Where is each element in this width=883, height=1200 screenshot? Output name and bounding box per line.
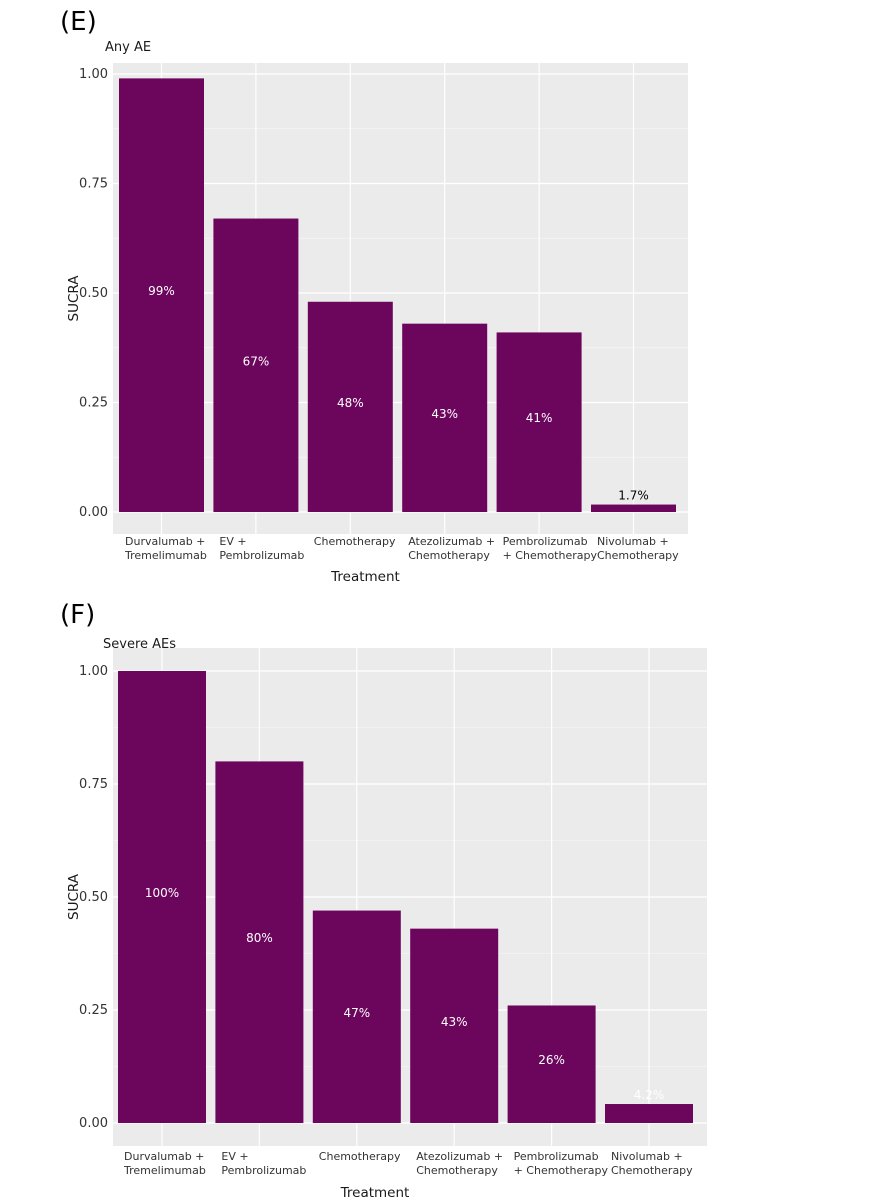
bar [312,910,401,1123]
x-tick-label: + Chemotherapy [503,549,598,562]
x-tick-label: Chemotherapy [319,1150,401,1163]
x-tick-label: Tremelimumab [123,1164,206,1177]
y-tick-label: 0.75 [79,177,108,192]
x-tick-label: Atezolizumab + [416,1150,503,1163]
bar-value-label: 26% [538,1053,565,1067]
y-tick-label: 1.00 [79,67,108,82]
y-tick-label: 0.75 [79,777,108,792]
x-tick-label: Tremelimumab [124,549,207,562]
bar [605,1104,693,1123]
bar [402,323,488,512]
bar-value-label: 4.2% [634,1088,665,1102]
plot-background [113,63,688,534]
bar-value-label: 47% [343,1006,370,1020]
bar [591,504,676,512]
x-tick-label: Atezolizumab + [408,535,495,548]
y-tick-label: 0.25 [79,396,108,411]
x-tick-label: Pembrolizumab [219,549,304,562]
y-tick-label: 0.50 [79,890,108,905]
x-tick-label: Nivolumab + [597,535,669,548]
bar-value-label: 67% [243,354,270,368]
bar-value-label: 99% [148,284,175,298]
bar [119,78,204,512]
y-axis-title: SUCRA [66,275,82,322]
x-axis-title: Treatment [340,1185,410,1200]
x-tick-label: + Chemotherapy [514,1164,609,1177]
bar [410,928,499,1123]
x-tick-label: Chemotherapy [408,549,490,562]
y-tick-label: 1.00 [79,664,108,679]
bar-value-label: 43% [441,1015,468,1029]
bar [213,218,299,513]
y-tick-label: 0.50 [79,286,108,301]
y-tick-label: 0.00 [79,505,108,520]
chart-title: Any AE [105,40,151,55]
x-tick-label: Pembrolizumab [221,1164,306,1177]
x-tick-label: Chemotherapy [314,535,396,548]
bar [307,301,393,512]
y-tick-label: 0.00 [79,1116,108,1131]
bar-value-label: 100% [145,886,179,900]
x-tick-label: EV + [221,1150,248,1163]
x-tick-label: Durvalumab + [125,535,205,548]
x-tick-label: Durvalumab + [124,1150,204,1163]
bar [507,1005,596,1123]
x-tick-label: Nivolumab + [611,1150,683,1163]
x-tick-label: Pembrolizumab [503,535,588,548]
x-axis-title: Treatment [330,569,400,585]
bar [215,761,304,1123]
x-tick-label: Chemotherapy [416,1164,498,1177]
x-tick-label: Chemotherapy [611,1164,693,1177]
bar [496,332,582,512]
bar-value-label: 41% [526,411,553,425]
bar-value-label: 1.7% [618,489,649,503]
y-tick-label: 0.25 [79,1003,108,1018]
bar-value-label: 48% [337,396,364,410]
x-tick-label: Pembrolizumab [514,1150,599,1163]
bar-value-label: 43% [431,407,458,421]
panel-label: (F) [60,600,95,630]
panel-label: (E) [60,7,97,37]
bar-value-label: 80% [246,931,273,945]
x-tick-label: EV + [219,535,246,548]
bar [118,671,206,1123]
x-tick-label: Chemotherapy [597,549,679,562]
y-axis-title: SUCRA [66,873,82,920]
